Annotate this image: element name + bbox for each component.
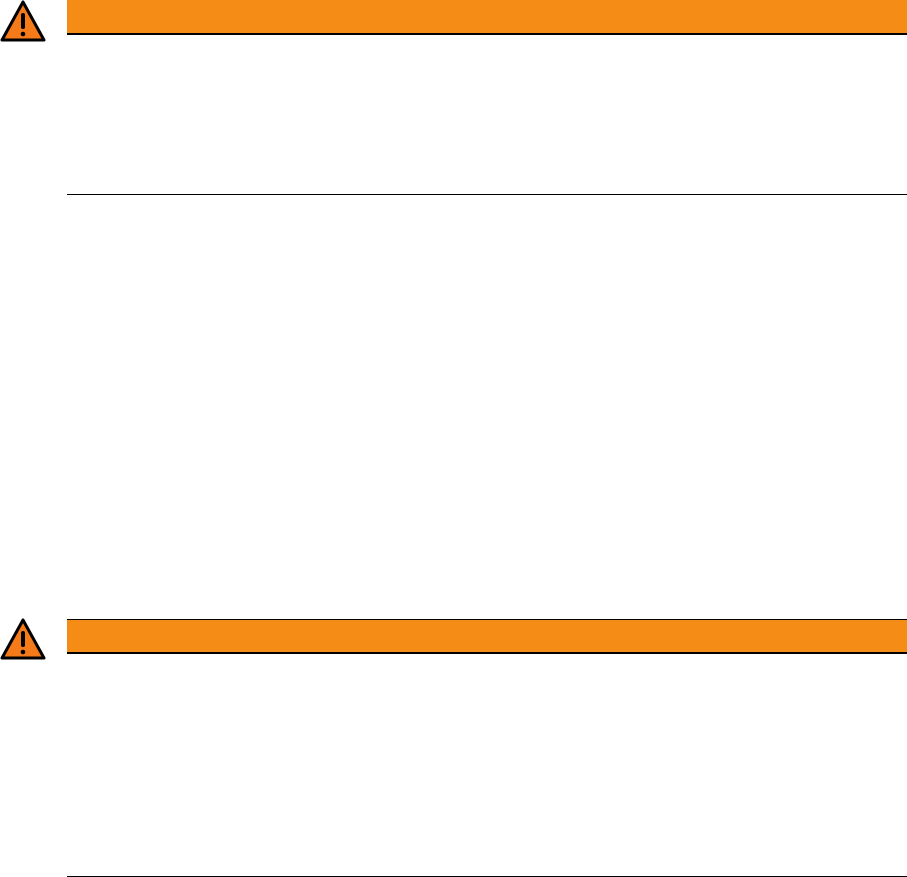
warning-body xyxy=(67,654,907,877)
warning-body xyxy=(67,35,907,195)
warning-triangle-icon xyxy=(0,0,46,42)
warning-header-bar xyxy=(67,0,907,35)
warning-notice xyxy=(0,617,907,877)
warning-header-bar xyxy=(67,619,907,654)
warning-notice xyxy=(0,0,907,196)
warning-triangle-icon xyxy=(0,618,46,660)
